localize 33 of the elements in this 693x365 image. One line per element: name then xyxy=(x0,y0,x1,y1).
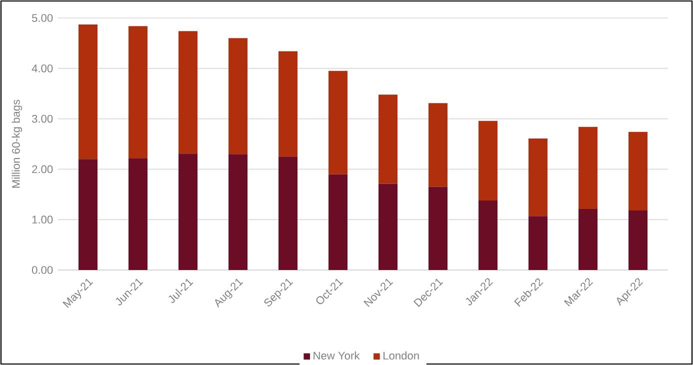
legend-label: London xyxy=(384,351,419,360)
bar xyxy=(278,156,298,270)
bar xyxy=(428,186,448,270)
bar xyxy=(228,38,248,154)
y-tick-label: 5.00 xyxy=(32,14,53,22)
bar xyxy=(178,31,198,154)
bar xyxy=(628,132,648,211)
bar xyxy=(128,26,148,158)
bar xyxy=(278,51,298,157)
bar xyxy=(428,103,448,187)
bar xyxy=(378,184,398,270)
bar xyxy=(178,154,198,270)
bar xyxy=(578,209,598,270)
y-tick-label: 4.00 xyxy=(32,64,53,72)
bar xyxy=(578,126,598,210)
bar xyxy=(328,70,348,174)
y-tick-label: 3.00 xyxy=(32,114,53,123)
bar xyxy=(478,200,498,270)
bar xyxy=(78,159,98,270)
legend-label: New York xyxy=(314,351,360,360)
bar xyxy=(528,138,548,216)
y-tick-label: 2.00 xyxy=(32,165,53,174)
y-tick-label: 0.00 xyxy=(32,266,53,274)
bar xyxy=(228,154,248,270)
y-axis-title: Million 60-kg bags xyxy=(12,100,22,188)
bar xyxy=(628,210,648,270)
bar xyxy=(528,216,548,270)
y-tick-label: 1.00 xyxy=(32,216,53,224)
bar xyxy=(128,158,148,270)
bar xyxy=(478,120,498,200)
bar xyxy=(378,94,398,184)
bar xyxy=(328,174,348,270)
bar xyxy=(78,24,98,160)
